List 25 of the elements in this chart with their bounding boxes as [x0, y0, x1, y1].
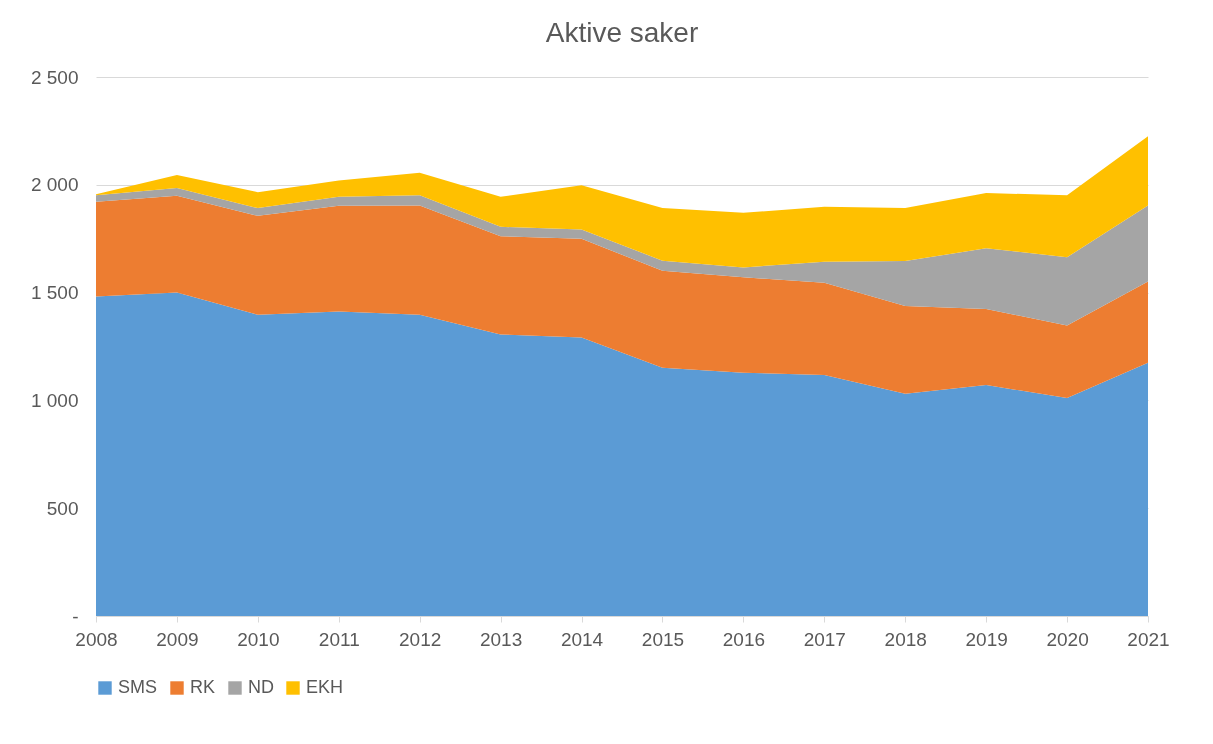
y-tick-label: 2 500: [30, 66, 79, 88]
x-tick-label: 2021: [1127, 628, 1170, 650]
legend-label: RK: [190, 677, 216, 697]
x-tick-label: 2018: [884, 628, 927, 650]
x-tick-label: 2010: [237, 628, 280, 650]
x-tick-label: 2013: [479, 628, 523, 650]
y-tick-label: -: [72, 605, 79, 627]
x-tick-label: 2012: [399, 628, 442, 650]
legend-label: EKH: [306, 677, 344, 697]
x-tick-label: 2014: [560, 628, 604, 650]
legend-label: SMS: [118, 677, 158, 697]
x-tick-label: 2020: [1046, 628, 1089, 650]
x-tick-label: 2008: [75, 628, 118, 650]
x-tick-label: 2015: [641, 628, 685, 650]
chart-title: Aktive saker: [545, 17, 699, 48]
y-tick-label: 2 000: [30, 174, 79, 196]
y-tick-label: 1 500: [30, 282, 79, 304]
y-tick-label: 500: [46, 497, 79, 519]
x-tick-label: 2017: [803, 628, 846, 650]
y-tick-label: 1 000: [30, 389, 79, 411]
legend-label: ND: [248, 677, 274, 697]
x-tick-label: 2019: [965, 628, 1008, 650]
x-tick-label: 2011: [318, 628, 360, 650]
x-tick-label: 2009: [156, 628, 199, 650]
x-tick-label: 2016: [722, 628, 766, 650]
